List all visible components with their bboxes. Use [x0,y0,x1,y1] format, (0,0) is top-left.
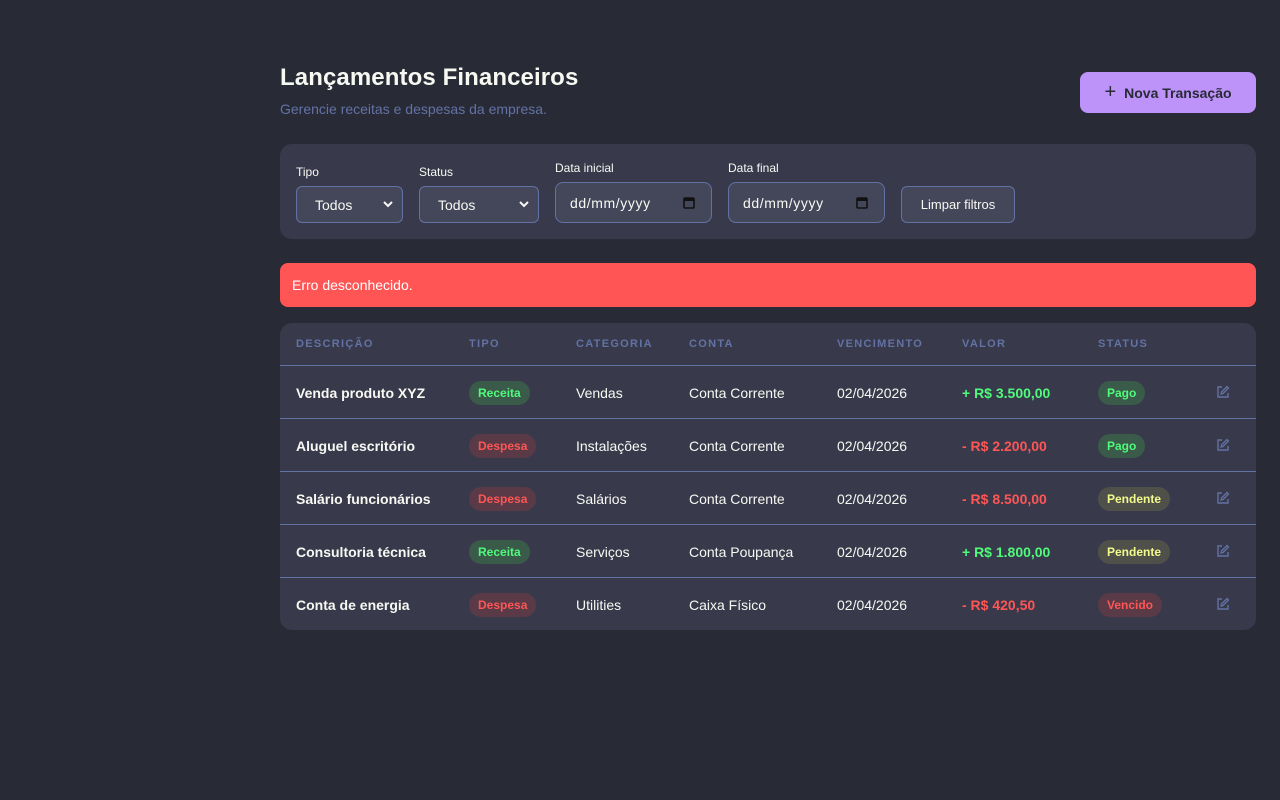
cell-categoria: Salários [576,491,627,507]
table-row[interactable]: Aluguel escritório Despesa Instalações C… [280,419,1256,472]
filter-tipo-label: Tipo [296,165,319,179]
type-badge: Despesa [469,487,537,511]
cell-categoria: Instalações [576,438,647,454]
error-message: Erro desconhecido. [292,277,413,293]
cell-valor: - R$ 420,50 [962,597,1036,613]
new-transaction-label: Nova Transação [1124,84,1232,101]
column-header-categoria: Categoria [576,338,653,350]
filter-tipo-select[interactable]: Todos [296,186,403,223]
edit-icon[interactable] [1216,385,1230,399]
filter-start-date-input[interactable]: dd/mm/yyyy [555,182,712,223]
cell-descricao: Aluguel escritório [296,438,416,454]
table-row[interactable]: Conta de energia Despesa Utilities Caixa… [280,578,1256,630]
cell-conta: Conta Corrente [689,491,785,507]
type-badge: Despesa [469,593,537,617]
cell-valor: - R$ 2.200,00 [962,438,1047,454]
column-header-descricao: Descrição [296,338,374,350]
status-badge: Pendente [1098,540,1171,564]
table-row[interactable]: Salário funcionários Despesa Salários Co… [280,472,1256,525]
cell-vencimento: 02/04/2026 [837,544,908,560]
filter-status-select[interactable]: Todos [419,186,539,223]
plus-icon: + [1104,80,1117,103]
type-badge: Receita [469,540,530,564]
filters-panel: Tipo Todos Status Todos Data inicial dd/… [280,144,1256,239]
status-badge: Pago [1098,434,1146,458]
cell-descricao: Conta de energia [296,597,410,613]
page-header: Lançamentos Financeiros Gerencie receita… [280,0,1256,144]
status-badge: Vencido [1098,593,1163,617]
page-title: Lançamentos Financeiros [280,64,579,91]
cell-vencimento: 02/04/2026 [837,438,908,454]
cell-conta: Caixa Físico [689,597,767,613]
edit-icon[interactable] [1216,544,1230,558]
column-header-vencimento: Vencimento [837,338,924,350]
cell-descricao: Consultoria técnica [296,544,426,560]
error-alert: Erro desconhecido. [280,263,1256,307]
calendar-icon[interactable] [683,196,695,209]
start-date-placeholder: dd/mm/yyyy [570,194,651,211]
page-subtitle: Gerencie receitas e despesas da empresa. [280,101,547,117]
status-badge: Pendente [1098,487,1171,511]
cell-categoria: Utilities [576,597,622,613]
cell-vencimento: 02/04/2026 [837,491,908,507]
cell-valor: + R$ 3.500,00 [962,385,1051,401]
chevron-down-icon [383,201,393,208]
cell-valor: - R$ 8.500,00 [962,491,1047,507]
column-header-status: Status [1098,338,1149,350]
cell-conta: Conta Corrente [689,438,785,454]
cell-vencimento: 02/04/2026 [837,385,908,401]
edit-icon[interactable] [1216,438,1230,452]
cell-conta: Conta Corrente [689,385,785,401]
type-badge: Despesa [469,434,537,458]
filter-tipo-value: Todos [315,196,353,213]
status-badge: Pago [1098,381,1146,405]
table-header: Descrição Tipo Categoria Conta Venciment… [280,323,1256,366]
chevron-down-icon [519,201,529,208]
cell-valor: + R$ 1.800,00 [962,544,1051,560]
table-row[interactable]: Venda produto XYZ Receita Vendas Conta C… [280,366,1256,419]
edit-icon[interactable] [1216,491,1230,505]
end-date-placeholder: dd/mm/yyyy [743,194,824,211]
column-header-tipo: Tipo [469,338,500,350]
main-content: Lançamentos Financeiros Gerencie receita… [280,0,1256,630]
cell-conta: Conta Poupança [689,544,794,560]
calendar-icon[interactable] [856,196,868,209]
clear-filters-button[interactable]: Limpar filtros [901,186,1015,223]
table-row[interactable]: Consultoria técnica Receita Serviços Con… [280,525,1256,578]
cell-descricao: Venda produto XYZ [296,385,426,401]
column-header-conta: Conta [689,338,734,350]
edit-icon[interactable] [1216,597,1230,611]
column-header-valor: Valor [962,338,1007,350]
cell-categoria: Serviços [576,544,630,560]
filter-end-date-input[interactable]: dd/mm/yyyy [728,182,885,223]
filter-status-label: Status [419,165,454,179]
transactions-table: Descrição Tipo Categoria Conta Venciment… [280,323,1256,630]
cell-vencimento: 02/04/2026 [837,597,908,613]
new-transaction-button[interactable]: + Nova Transação [1080,72,1256,113]
filter-end-date-label: Data final [728,161,779,175]
filter-start-date-label: Data inicial [555,161,614,175]
cell-descricao: Salário funcionários [296,491,431,507]
filter-status-value: Todos [438,196,476,213]
type-badge: Receita [469,381,530,405]
cell-categoria: Vendas [576,385,623,401]
